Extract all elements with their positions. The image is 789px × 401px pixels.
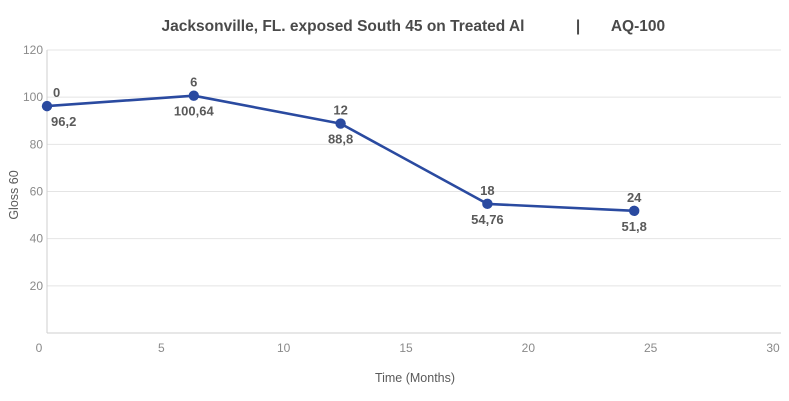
chart-title-separator: | bbox=[576, 18, 580, 35]
data-point bbox=[188, 90, 199, 101]
data-label-y: 54,76 bbox=[471, 212, 504, 227]
data-label-y: 100,64 bbox=[174, 104, 215, 119]
chart-title-group: Jacksonville, FL. exposed South 45 on Tr… bbox=[162, 18, 666, 35]
y-tick-label: 100 bbox=[23, 90, 43, 104]
x-tick-label: 15 bbox=[399, 341, 413, 355]
data-label-y: 88,8 bbox=[328, 132, 353, 147]
data-label-y: 96,2 bbox=[51, 114, 76, 129]
x-tick-label: 30 bbox=[766, 341, 780, 355]
y-tick-label: 20 bbox=[30, 279, 44, 293]
data-point bbox=[629, 205, 640, 217]
data-label-x: 0 bbox=[53, 85, 60, 100]
x-tick-label: 20 bbox=[522, 341, 536, 355]
data-label-x: 12 bbox=[333, 103, 347, 118]
data-labels: 0 96,2 6 100,64 12 88,8 18 54,76 24 51,8 bbox=[51, 75, 647, 234]
data-label-x: 24 bbox=[627, 190, 642, 205]
x-tick-label: 25 bbox=[644, 341, 658, 355]
data-points bbox=[41, 90, 640, 217]
y-tick-label: 40 bbox=[30, 232, 44, 246]
axes bbox=[46, 50, 781, 334]
grid-lines bbox=[47, 49, 781, 287]
chart-title: Jacksonville, FL. exposed South 45 on Tr… bbox=[162, 18, 525, 35]
data-point bbox=[335, 118, 346, 129]
data-point bbox=[41, 100, 53, 112]
data-label-x: 6 bbox=[190, 75, 197, 90]
y-tick-label: 60 bbox=[30, 185, 44, 199]
data-point bbox=[482, 198, 493, 210]
x-tick-label: 0 bbox=[36, 341, 43, 355]
y-axis-label: Gloss 60 bbox=[7, 170, 21, 219]
x-axis-label: Time (Months) bbox=[375, 371, 455, 385]
x-tick-label: 10 bbox=[277, 341, 291, 355]
y-tick-label: 120 bbox=[23, 43, 43, 57]
x-tick-label: 5 bbox=[158, 341, 165, 355]
data-label-x: 18 bbox=[480, 183, 494, 198]
data-label-y: 51,8 bbox=[622, 219, 647, 234]
chart-title-tag: AQ-100 bbox=[611, 18, 665, 35]
y-tick-label: 80 bbox=[30, 137, 44, 151]
